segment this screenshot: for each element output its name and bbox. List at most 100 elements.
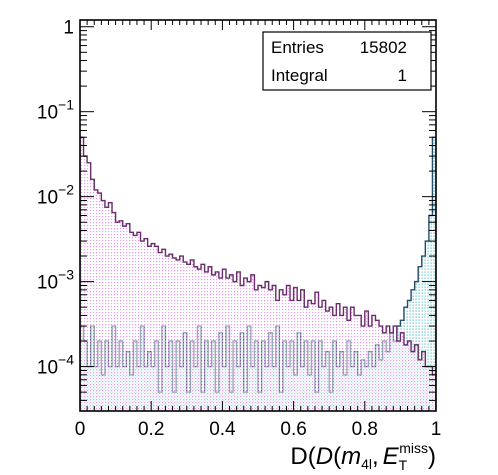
bin-background-95 bbox=[418, 266, 422, 411]
bin-signal-74 bbox=[343, 307, 347, 411]
bin-signal-36 bbox=[208, 266, 212, 411]
bin-signal-57 bbox=[282, 294, 287, 411]
bin-background-96 bbox=[421, 256, 426, 411]
bin-signal-13 bbox=[126, 223, 130, 411]
stats-integral-value: 1 bbox=[398, 66, 407, 85]
bin-background-99 bbox=[432, 137, 436, 411]
bin-signal-21 bbox=[154, 246, 159, 411]
bin-signal-67 bbox=[318, 307, 323, 411]
bin-signal-45 bbox=[240, 285, 244, 411]
bin-signal-40 bbox=[222, 269, 226, 411]
bin-signal-72 bbox=[336, 303, 340, 411]
bin-signal-25 bbox=[169, 254, 173, 411]
bin-signal-14 bbox=[129, 232, 134, 411]
x-tick-label: 0.8 bbox=[352, 419, 378, 440]
bin-signal-18 bbox=[144, 238, 148, 411]
bin-signal-75 bbox=[347, 320, 351, 411]
bin-signal-89 bbox=[396, 340, 401, 411]
bin-signal-79 bbox=[361, 326, 365, 411]
bin-signal-98 bbox=[428, 366, 433, 411]
bin-signal-83 bbox=[375, 320, 380, 411]
bin-signal-80 bbox=[364, 311, 369, 411]
stats-entries-value: 15802 bbox=[360, 38, 407, 57]
y-axis: 1 10−1 10−2 10−3 10−4 bbox=[37, 18, 436, 412]
x-tick-label: 0 bbox=[75, 419, 86, 440]
bin-signal-17 bbox=[140, 241, 145, 411]
bin-signal-93 bbox=[411, 351, 415, 411]
bin-signal-71 bbox=[332, 315, 337, 411]
bin-signal-34 bbox=[201, 264, 205, 411]
bin-background-97 bbox=[425, 241, 429, 411]
bin-signal-28 bbox=[179, 256, 184, 411]
bin-signal-60 bbox=[293, 287, 298, 411]
bin-signal-31 bbox=[190, 259, 194, 411]
bin-signal-38 bbox=[215, 271, 219, 411]
y-tick-label: 10−1 bbox=[37, 97, 74, 124]
bin-signal-65 bbox=[311, 303, 315, 411]
bin-signal-85 bbox=[382, 332, 387, 411]
bin-background-93 bbox=[411, 289, 415, 411]
bin-signal-50 bbox=[258, 285, 262, 411]
bin-signal-23 bbox=[161, 249, 166, 411]
bin-signal-44 bbox=[236, 271, 241, 411]
bin-signal-5 bbox=[97, 193, 102, 411]
bin-signal-0 bbox=[80, 137, 84, 411]
bin-signal-77 bbox=[354, 315, 358, 411]
bin-signal-97 bbox=[425, 366, 429, 411]
bin-signal-55 bbox=[275, 300, 280, 411]
bin-signal-10 bbox=[115, 222, 120, 411]
bin-signal-70 bbox=[329, 307, 333, 411]
bin-signal-87 bbox=[389, 332, 394, 411]
series-signal bbox=[80, 136, 436, 411]
y-tick-label: 1 bbox=[63, 18, 74, 39]
bin-signal-27 bbox=[176, 259, 180, 411]
bin-signal-24 bbox=[165, 256, 169, 411]
bin-signal-26 bbox=[172, 257, 177, 411]
bin-signal-33 bbox=[197, 269, 202, 411]
y-tick-label: 10−2 bbox=[37, 182, 74, 209]
bin-signal-81 bbox=[368, 326, 372, 411]
bin-signal-20 bbox=[151, 243, 155, 411]
bin-signal-42 bbox=[229, 274, 234, 411]
bin-signal-63 bbox=[304, 307, 308, 411]
bin-signal-99 bbox=[432, 374, 436, 411]
bin-signal-49 bbox=[254, 289, 258, 411]
series-layer bbox=[80, 136, 436, 411]
bin-signal-58 bbox=[286, 285, 291, 411]
bin-signal-35 bbox=[204, 271, 209, 411]
bin-signal-15 bbox=[133, 235, 137, 411]
bin-signal-37 bbox=[211, 274, 216, 411]
bin-signal-11 bbox=[119, 220, 123, 411]
bin-signal-43 bbox=[233, 281, 237, 411]
bin-signal-88 bbox=[393, 326, 397, 411]
bin-signal-1 bbox=[83, 156, 88, 411]
bin-signal-73 bbox=[339, 315, 344, 411]
bin-signal-91 bbox=[403, 344, 408, 411]
bin-signal-12 bbox=[122, 226, 127, 411]
bin-signal-6 bbox=[101, 200, 105, 411]
bin-signal-3 bbox=[90, 179, 95, 411]
bin-signal-39 bbox=[218, 278, 223, 411]
bin-signal-61 bbox=[297, 300, 301, 411]
bin-signal-30 bbox=[186, 264, 191, 411]
x-tick-label: 0.6 bbox=[280, 419, 306, 440]
bin-signal-68 bbox=[322, 300, 326, 411]
stats-integral-label: Integral bbox=[271, 66, 328, 85]
x-axis-title: D(D(m4l, ETmiss) bbox=[290, 440, 436, 473]
y-tick-label: 10−3 bbox=[37, 267, 74, 294]
bin-signal-54 bbox=[272, 285, 276, 411]
bin-signal-96 bbox=[421, 351, 426, 411]
bin-signal-86 bbox=[386, 326, 390, 411]
bin-signal-59 bbox=[290, 300, 294, 411]
bin-signal-51 bbox=[261, 287, 266, 411]
bin-signal-95 bbox=[418, 359, 422, 411]
bin-signal-94 bbox=[414, 344, 419, 411]
bin-signal-48 bbox=[250, 274, 255, 411]
bin-signal-92 bbox=[407, 340, 412, 411]
series-outline-signal bbox=[80, 136, 436, 411]
bin-signal-62 bbox=[300, 289, 305, 411]
x-tick-label: 0.4 bbox=[209, 419, 236, 440]
x-axis: 0 0.2 0.4 0.6 0.8 1 bbox=[75, 20, 441, 440]
stats-entries-label: Entries bbox=[271, 38, 324, 57]
bin-signal-66 bbox=[314, 292, 319, 411]
